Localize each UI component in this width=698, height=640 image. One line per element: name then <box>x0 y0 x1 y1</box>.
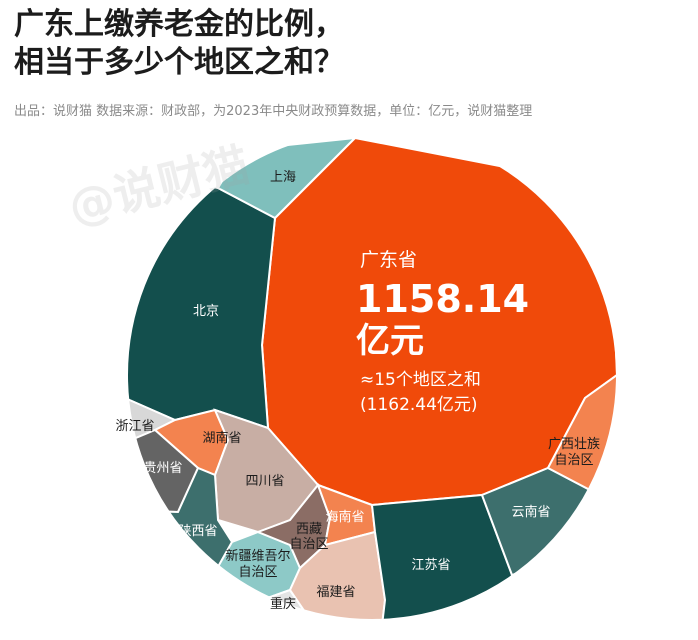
voronoi-chart: 上海 北京 浙江省 湖南省 贵州省 四川省 陕西省 新疆维吾尔 自治区 西藏 自… <box>115 130 618 621</box>
label-hainan: 海南省 <box>325 509 364 525</box>
label-gz: 贵州省 <box>143 461 182 476</box>
label-sc: 四川省 <box>245 474 284 489</box>
label-bj: 北京 <box>193 304 219 319</box>
label-gx-1: 广西壮族 <box>548 436 600 452</box>
cell-fj <box>288 530 387 620</box>
chart-title: 广东上缴养老金的比例， 相当于多少个地区之和？ <box>14 6 344 82</box>
highlight-value: 1158.14 <box>356 277 529 321</box>
label-xj-1: 新疆维吾尔 <box>225 548 290 564</box>
label-yn: 云南省 <box>511 504 550 520</box>
label-xj-2: 自治区 <box>238 565 277 580</box>
label-xz-2: 自治区 <box>289 537 328 552</box>
label-xz-1: 西藏 <box>296 522 322 537</box>
highlight-note-value: (1162.44亿元) <box>360 395 478 415</box>
label-fj: 福建省 <box>316 585 355 600</box>
label-js: 江苏省 <box>411 557 450 573</box>
label-zj: 浙江省 <box>115 419 154 434</box>
label-sh: 上海 <box>270 170 296 185</box>
label-sx: 陕西省 <box>178 524 217 539</box>
highlight-unit: 亿元 <box>356 321 424 361</box>
highlight-name: 广东省 <box>360 249 417 271</box>
highlight-note: ≈15个地区之和 <box>360 370 481 390</box>
label-cq: 重庆 <box>270 596 296 612</box>
title-line-1: 广东上缴养老金的比例， <box>14 7 344 42</box>
source-note: 出品：说财猫 数据来源：财政部，为2023年中央财政预算数据，单位：亿元，说财猫… <box>14 104 533 119</box>
title-line-2: 相当于多少个地区之和？ <box>14 45 344 80</box>
label-gx-2: 自治区 <box>554 453 593 468</box>
label-hn: 湖南省 <box>202 430 241 446</box>
